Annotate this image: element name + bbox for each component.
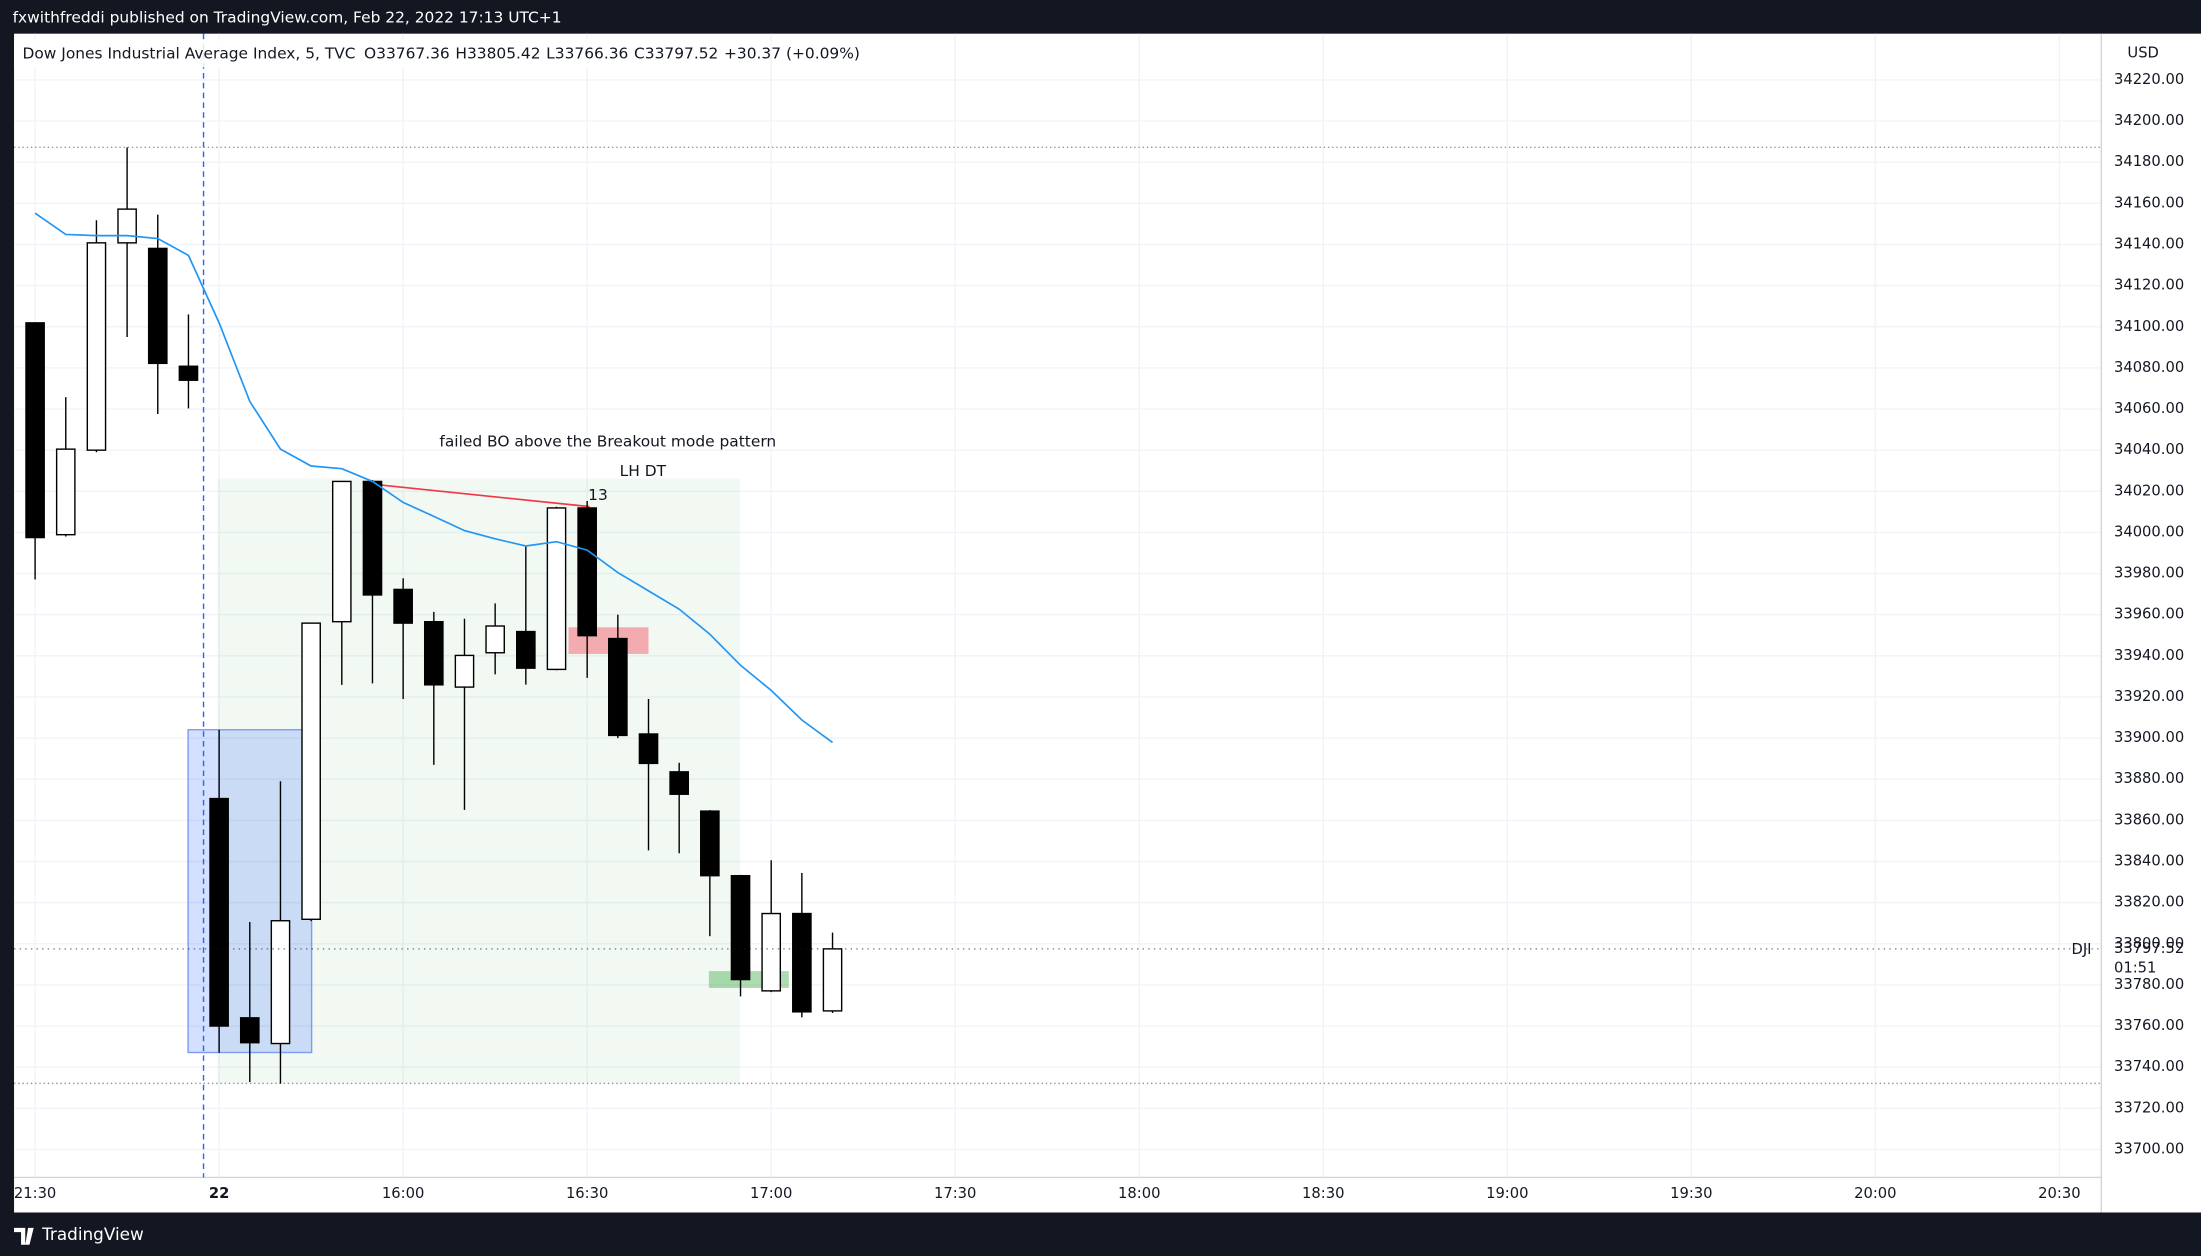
ohlc: C33797.52	[634, 44, 718, 62]
y-tick-label: 33760.00	[2114, 1017, 2184, 1034]
y-tick-label: 33880.00	[2114, 770, 2184, 787]
brand: TradingView	[41, 1224, 144, 1244]
ohlc: O33767.36	[364, 44, 450, 62]
candle-body	[822, 948, 843, 1012]
candle-body	[761, 912, 782, 992]
y-tick-label: 33700.00	[2114, 1140, 2184, 1157]
y-tick-label: 34020.00	[2114, 482, 2184, 499]
candle-body	[485, 625, 505, 654]
x-tick-label: 18:30	[1302, 1185, 1344, 1202]
candle-body	[638, 733, 659, 765]
y-tick-label: 33980.00	[2114, 565, 2184, 582]
currency: USD	[2127, 44, 2158, 61]
candle-body	[178, 365, 199, 381]
candle-body	[331, 480, 352, 623]
moving-average	[34, 212, 834, 744]
x-tick-label: 20:30	[2038, 1185, 2080, 1202]
y-tick-label: 34060.00	[2114, 400, 2184, 417]
y-tick-label: 33820.00	[2114, 894, 2184, 911]
y-tick-label: 33720.00	[2114, 1099, 2184, 1116]
candle-body	[209, 797, 229, 1027]
x-tick-label: 19:00	[1486, 1185, 1528, 1202]
symbol-name: Dow Jones Industrial Average Index, 5, T…	[22, 44, 355, 62]
change: +30.37 (+0.09%)	[724, 44, 860, 62]
candle-body	[147, 247, 168, 365]
chart-area	[14, 33, 2201, 1213]
candle-body	[423, 620, 444, 686]
publisher: fxwithfreddi published on TradingView.co…	[13, 9, 562, 27]
y-tick-label: 34160.00	[2114, 194, 2184, 211]
trend-line	[371, 483, 590, 508]
legend-bg	[14, 39, 751, 68]
y-tick-label: 33860.00	[2114, 811, 2184, 828]
candle-body	[608, 637, 628, 737]
candle-body	[270, 920, 291, 1045]
candle-body	[454, 654, 475, 688]
annotation: failed BO above the Breakout mode patter…	[439, 433, 776, 451]
y-tick-label: 34000.00	[2114, 523, 2184, 540]
candle-body	[730, 874, 751, 981]
countdown: 01:51	[2114, 959, 2156, 976]
annotation: 13	[588, 486, 608, 504]
candle-body	[301, 622, 321, 920]
x-tick-label: 20:00	[1854, 1185, 1896, 1202]
candle-body	[25, 322, 45, 539]
footer	[0, 1212, 2201, 1256]
candle-body	[700, 810, 720, 877]
y-tick-label: 33920.00	[2114, 688, 2184, 705]
y-tick-label: 33940.00	[2114, 647, 2184, 664]
candle-body	[546, 507, 567, 671]
marks	[25, 147, 843, 1084]
y-tick-label: 33780.00	[2114, 976, 2184, 993]
candle-body	[393, 588, 413, 624]
y-tick-label: 34040.00	[2114, 441, 2184, 458]
y-tick-label: 34080.00	[2114, 359, 2184, 376]
x-tick-label: 18:00	[1118, 1185, 1160, 1202]
y-tick-label: 33840.00	[2114, 853, 2184, 870]
candle-body	[117, 208, 137, 244]
y-tick-label: 33900.00	[2114, 729, 2184, 746]
candle-body	[515, 630, 536, 669]
candle-body	[362, 480, 383, 596]
y-tick-label: 34100.00	[2114, 318, 2184, 335]
y-tick-label: 34120.00	[2114, 277, 2184, 294]
annotation: LH DT	[620, 462, 667, 480]
candle-body	[792, 912, 812, 1013]
symbol: Dow Jones Industrial Average Index, 5, T…	[22, 44, 859, 62]
x-tick-label: 19:30	[1670, 1185, 1712, 1202]
y-tick-label: 34180.00	[2114, 153, 2184, 170]
y-tick-label: 34200.00	[2114, 112, 2184, 129]
candle-body	[239, 1017, 260, 1044]
ohlc: H33805.42	[455, 44, 540, 62]
candle-body	[86, 242, 107, 451]
x-tick-label: 21:30	[14, 1185, 56, 1202]
y-tick-label: 33800.00	[2114, 935, 2184, 952]
x-tick-label: 16:30	[566, 1185, 608, 1202]
x-tick-label: 16:00	[382, 1185, 424, 1202]
y-tick-label: 34220.00	[2114, 71, 2184, 88]
last-price-label: 33797.52	[2114, 940, 2184, 957]
x-tick-label: 17:00	[750, 1185, 792, 1202]
y-tick-label: 33960.00	[2114, 606, 2184, 623]
candle-body	[669, 771, 690, 795]
ohlc: L33766.36	[546, 44, 628, 62]
x-tick-label: 17:30	[934, 1185, 976, 1202]
y-tick-label: 34140.00	[2114, 235, 2184, 252]
candle-body	[55, 448, 76, 536]
y-tick-label: 33740.00	[2114, 1058, 2184, 1075]
x-tick-label: 22	[209, 1185, 229, 1202]
candle-body	[577, 507, 597, 637]
